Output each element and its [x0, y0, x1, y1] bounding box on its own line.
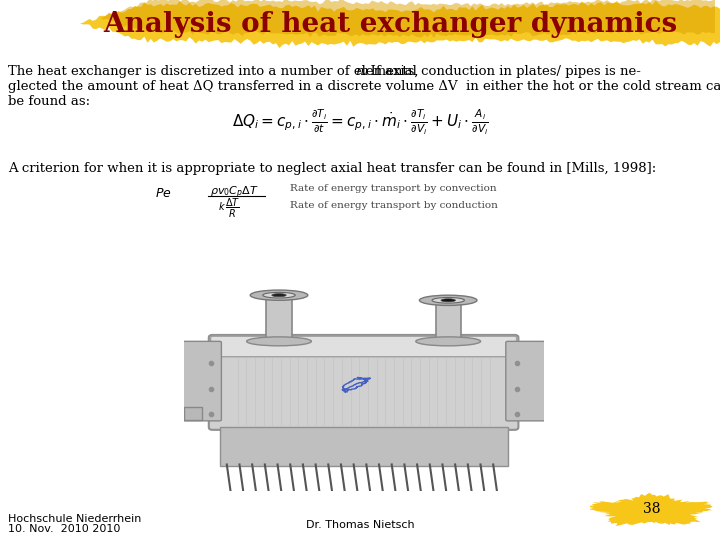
Ellipse shape [263, 292, 295, 298]
Text: A criterion for when it is appropriate to neglect axial heat transfer can be fou: A criterion for when it is appropriate t… [8, 162, 656, 175]
Text: 10. Nov.  2010 2010: 10. Nov. 2010 2010 [8, 524, 120, 534]
Polygon shape [583, 493, 714, 526]
Ellipse shape [272, 294, 287, 296]
Text: The heat exchanger is discretized into a number of elements,: The heat exchanger is discretized into a… [8, 65, 423, 78]
Ellipse shape [416, 337, 480, 346]
Ellipse shape [419, 295, 477, 306]
Text: 38: 38 [643, 502, 660, 516]
Text: $\Delta Q_i = c_{p,i} \cdot \frac{\partial T_i}{\partial t} = c_{p,i} \cdot \dot: $\Delta Q_i = c_{p,i} \cdot \frac{\parti… [232, 107, 488, 137]
Bar [436, 301, 461, 343]
Ellipse shape [251, 290, 308, 300]
Text: $\rho v_0 C_p \Delta T$: $\rho v_0 C_p \Delta T$ [210, 185, 259, 201]
FancyBboxPatch shape [210, 336, 517, 357]
Text: Dr. Thomas Nietsch: Dr. Thomas Nietsch [306, 520, 414, 530]
Bar [184, 407, 202, 420]
Ellipse shape [246, 337, 311, 346]
FancyBboxPatch shape [505, 341, 546, 421]
Bar [266, 296, 292, 343]
Text: Rate of energy transport by conduction: Rate of energy transport by conduction [290, 201, 498, 210]
Text: Analysis of heat exchanger dynamics: Analysis of heat exchanger dynamics [103, 10, 677, 37]
Polygon shape [100, 0, 715, 38]
Bar [220, 427, 508, 465]
FancyBboxPatch shape [181, 341, 222, 421]
FancyBboxPatch shape [209, 335, 518, 430]
Text: Rate of energy transport by convection: Rate of energy transport by convection [290, 184, 497, 193]
Text: $k\,\dfrac{\Delta T}{R}$: $k\,\dfrac{\Delta T}{R}$ [218, 197, 240, 220]
Ellipse shape [432, 298, 464, 303]
Ellipse shape [441, 299, 455, 302]
Text: $Pe$: $Pe$ [155, 187, 171, 200]
Text: Hochschule Niederrhein: Hochschule Niederrhein [8, 514, 141, 524]
Polygon shape [80, 1, 720, 48]
Text: be found as:: be found as: [8, 95, 90, 108]
Text: m: m [355, 65, 368, 78]
Text: glected the amount of heat ΔQ transferred in a discrete volume ΔV  in either the: glected the amount of heat ΔQ transferre… [8, 80, 720, 93]
Text: . If axial conduction in plates/ pipes is ne-: . If axial conduction in plates/ pipes i… [362, 65, 641, 78]
